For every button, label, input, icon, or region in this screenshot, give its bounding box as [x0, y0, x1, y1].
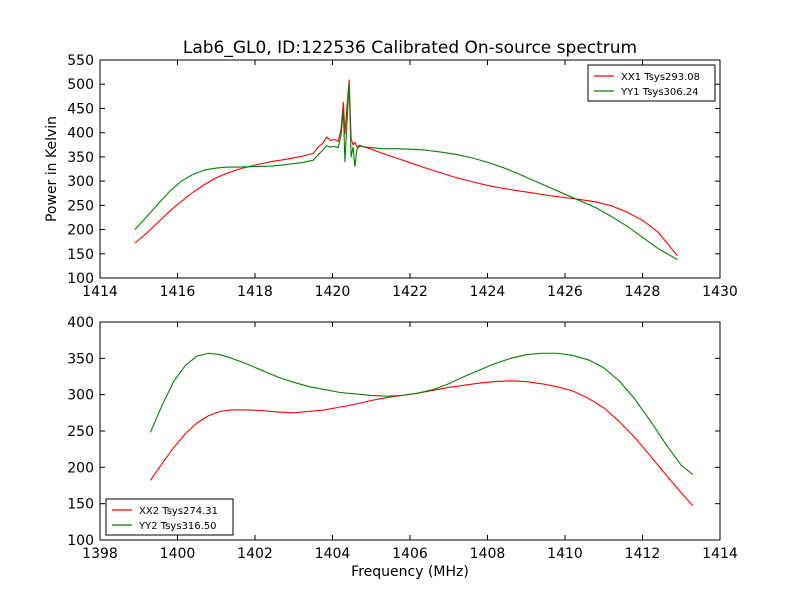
- top-plot: 1414 1416 1418 1420 1422 1424 1426 1428 1430 100 1…: [44, 53, 738, 300]
- y-tick-label: 350: [67, 351, 94, 367]
- y-tick-label: 150: [67, 247, 94, 263]
- x-tick-label: 1404: [315, 546, 351, 562]
- legend-label: XX1 Tsys293.08: [621, 72, 700, 83]
- y-tick-label: 100: [67, 271, 94, 287]
- y-tick-label: 500: [67, 77, 94, 93]
- bottom-plot: 1398 1400 1402 1404 1406 1408 1410 1412 1414 100 1…: [67, 315, 738, 580]
- y-axis-label: Power in Kelvin: [44, 116, 60, 222]
- x-tick-label: 1402: [237, 546, 273, 562]
- x-tick-label: 1414: [82, 284, 118, 300]
- y-tick-label: 250: [67, 198, 94, 214]
- legend-box: [587, 64, 716, 102]
- x-tick-label: 1426: [547, 284, 583, 300]
- legend-label: XX2 Tsys274.31: [139, 506, 218, 517]
- x-tick-label: 1406: [392, 546, 428, 562]
- x-tick-label: 1408: [470, 546, 506, 562]
- x-tick-label: 1428: [625, 284, 661, 300]
- legend-label: YY2 Tsys316.50: [138, 521, 217, 532]
- x-tick-label: 1418: [237, 284, 273, 300]
- series-line-2: [134, 82, 678, 261]
- y-tick-label: 350: [67, 150, 94, 166]
- y-tick-label: 150: [67, 497, 94, 513]
- x-axis-label: Frequency (MHz): [351, 564, 469, 580]
- series-line-1: [149, 380, 694, 507]
- y-tick-label: 300: [67, 174, 94, 190]
- legend-label: YY1 Tsys306.24: [620, 87, 699, 98]
- legend-box: [105, 498, 234, 536]
- x-tick-label: 1410: [547, 546, 583, 562]
- x-tick-label: 1422: [392, 284, 428, 300]
- x-tick-label: 1420: [315, 284, 351, 300]
- x-tick-label: 1414: [702, 546, 738, 562]
- series-line-2: [149, 352, 694, 476]
- x-tick-label: 1398: [82, 546, 118, 562]
- y-tick-label: 400: [67, 315, 94, 331]
- y-tick-label: 550: [67, 53, 94, 69]
- y-tick-label: 300: [67, 388, 94, 404]
- y-tick-label: 100: [67, 533, 94, 549]
- y-tick-label: 200: [67, 223, 94, 239]
- x-tick-label: 1424: [470, 284, 506, 300]
- y-tick-label: 400: [67, 126, 94, 142]
- y-tick-label: 250: [67, 424, 94, 440]
- y-tick-label: 200: [67, 460, 94, 476]
- x-tick-label: 1430: [702, 284, 738, 300]
- y-tick-label: 450: [67, 101, 94, 117]
- chart-title: Lab6_GL0, ID:122536 Calibrated On-source…: [183, 38, 637, 58]
- x-tick-label: 1412: [625, 546, 661, 562]
- x-tick-label: 1400: [160, 546, 196, 562]
- x-tick-label: 1416: [160, 284, 196, 300]
